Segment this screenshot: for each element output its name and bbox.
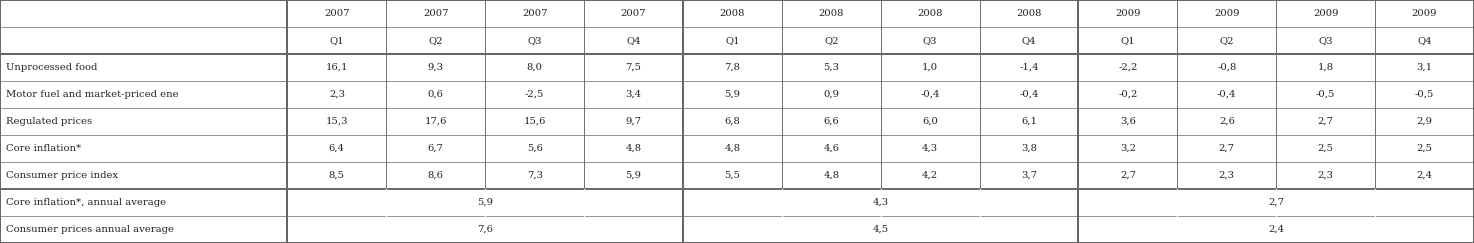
Text: 2009: 2009 [1412,9,1437,18]
Text: 3,6: 3,6 [1120,117,1136,126]
Text: 2008: 2008 [719,9,746,18]
Text: 2,7: 2,7 [1268,198,1284,207]
Text: 2007: 2007 [621,9,646,18]
Text: Q2: Q2 [429,36,444,45]
Text: 2008: 2008 [1016,9,1042,18]
Text: 16,1: 16,1 [326,63,348,72]
Text: 3,7: 3,7 [1021,171,1038,180]
Text: 9,3: 9,3 [427,63,444,72]
Text: Q4: Q4 [1021,36,1036,45]
Text: 6,4: 6,4 [329,144,345,153]
Text: 6,6: 6,6 [824,117,839,126]
Text: 3,8: 3,8 [1021,144,1038,153]
Text: Core inflation*, annual average: Core inflation*, annual average [6,198,167,207]
Text: 2,4: 2,4 [1417,171,1433,180]
Text: Consumer price index: Consumer price index [6,171,118,180]
Text: 8,5: 8,5 [329,171,345,180]
Text: 5,9: 5,9 [625,171,641,180]
Text: 2009: 2009 [1313,9,1338,18]
Text: 7,6: 7,6 [478,225,494,234]
Text: -2,2: -2,2 [1119,63,1138,72]
Text: Q3: Q3 [923,36,937,45]
Text: 6,8: 6,8 [724,117,740,126]
Text: Q4: Q4 [1417,36,1431,45]
Text: 7,3: 7,3 [526,171,542,180]
Text: Q3: Q3 [528,36,542,45]
Text: Q3: Q3 [1318,36,1332,45]
Text: 6,0: 6,0 [923,117,937,126]
Text: Motor fuel and market-priced ene: Motor fuel and market-priced ene [6,90,178,99]
Text: 2,6: 2,6 [1219,117,1235,126]
Text: 17,6: 17,6 [425,117,447,126]
Text: Q2: Q2 [1219,36,1234,45]
Text: Consumer prices annual average: Consumer prices annual average [6,225,174,234]
Text: 2007: 2007 [423,9,448,18]
Text: 2009: 2009 [1215,9,1240,18]
Text: 5,3: 5,3 [824,63,839,72]
Text: 6,7: 6,7 [427,144,444,153]
Text: 2,7: 2,7 [1219,144,1235,153]
Text: 4,8: 4,8 [822,171,839,180]
Text: 2007: 2007 [522,9,547,18]
Text: 15,6: 15,6 [523,117,545,126]
Text: 8,6: 8,6 [427,171,444,180]
Text: 2,9: 2,9 [1417,117,1433,126]
Text: -0,8: -0,8 [1218,63,1237,72]
Text: 4,5: 4,5 [873,225,889,234]
Text: 2,7: 2,7 [1318,117,1334,126]
Text: 2008: 2008 [917,9,943,18]
Text: 4,8: 4,8 [724,144,740,153]
Text: Core inflation*: Core inflation* [6,144,81,153]
Text: 2008: 2008 [818,9,845,18]
Text: Regulated prices: Regulated prices [6,117,91,126]
Text: 9,7: 9,7 [625,117,641,126]
Text: 0,9: 0,9 [824,90,839,99]
Text: -0,4: -0,4 [1020,90,1039,99]
Text: 1,0: 1,0 [923,63,939,72]
Text: -0,5: -0,5 [1316,90,1335,99]
Text: 6,1: 6,1 [1021,117,1038,126]
Text: 2,3: 2,3 [1219,171,1235,180]
Text: 3,1: 3,1 [1417,63,1433,72]
Text: 4,3: 4,3 [923,144,939,153]
Text: 5,5: 5,5 [724,171,740,180]
Text: 4,6: 4,6 [824,144,839,153]
Text: Q1: Q1 [1120,36,1135,45]
Text: Q1: Q1 [725,36,740,45]
Text: 8,0: 8,0 [526,63,542,72]
Text: 2007: 2007 [324,9,349,18]
Text: 3,2: 3,2 [1120,144,1136,153]
Text: Q4: Q4 [626,36,641,45]
Text: 4,2: 4,2 [923,171,939,180]
Text: -0,4: -0,4 [920,90,940,99]
Text: 1,8: 1,8 [1318,63,1334,72]
Text: 4,8: 4,8 [625,144,641,153]
Text: 2,3: 2,3 [329,90,345,99]
Text: 15,3: 15,3 [326,117,348,126]
Text: 3,4: 3,4 [625,90,641,99]
Text: Q1: Q1 [330,36,345,45]
Text: 2009: 2009 [1116,9,1141,18]
Text: 2,5: 2,5 [1417,144,1433,153]
Text: 7,5: 7,5 [625,63,641,72]
Text: 7,8: 7,8 [724,63,740,72]
Text: -1,4: -1,4 [1019,63,1039,72]
Text: Unprocessed food: Unprocessed food [6,63,97,72]
Text: 5,9: 5,9 [478,198,494,207]
Text: 4,3: 4,3 [873,198,889,207]
Text: -0,4: -0,4 [1218,90,1237,99]
Text: 0,6: 0,6 [427,90,444,99]
Text: Q2: Q2 [824,36,839,45]
Text: -0,2: -0,2 [1119,90,1138,99]
Text: -2,5: -2,5 [525,90,544,99]
Text: 2,7: 2,7 [1120,171,1136,180]
Text: -0,5: -0,5 [1415,90,1434,99]
Text: 2,4: 2,4 [1268,225,1284,234]
Text: 5,9: 5,9 [724,90,740,99]
Text: 2,3: 2,3 [1318,171,1334,180]
Text: 2,5: 2,5 [1318,144,1334,153]
Text: 5,6: 5,6 [526,144,542,153]
